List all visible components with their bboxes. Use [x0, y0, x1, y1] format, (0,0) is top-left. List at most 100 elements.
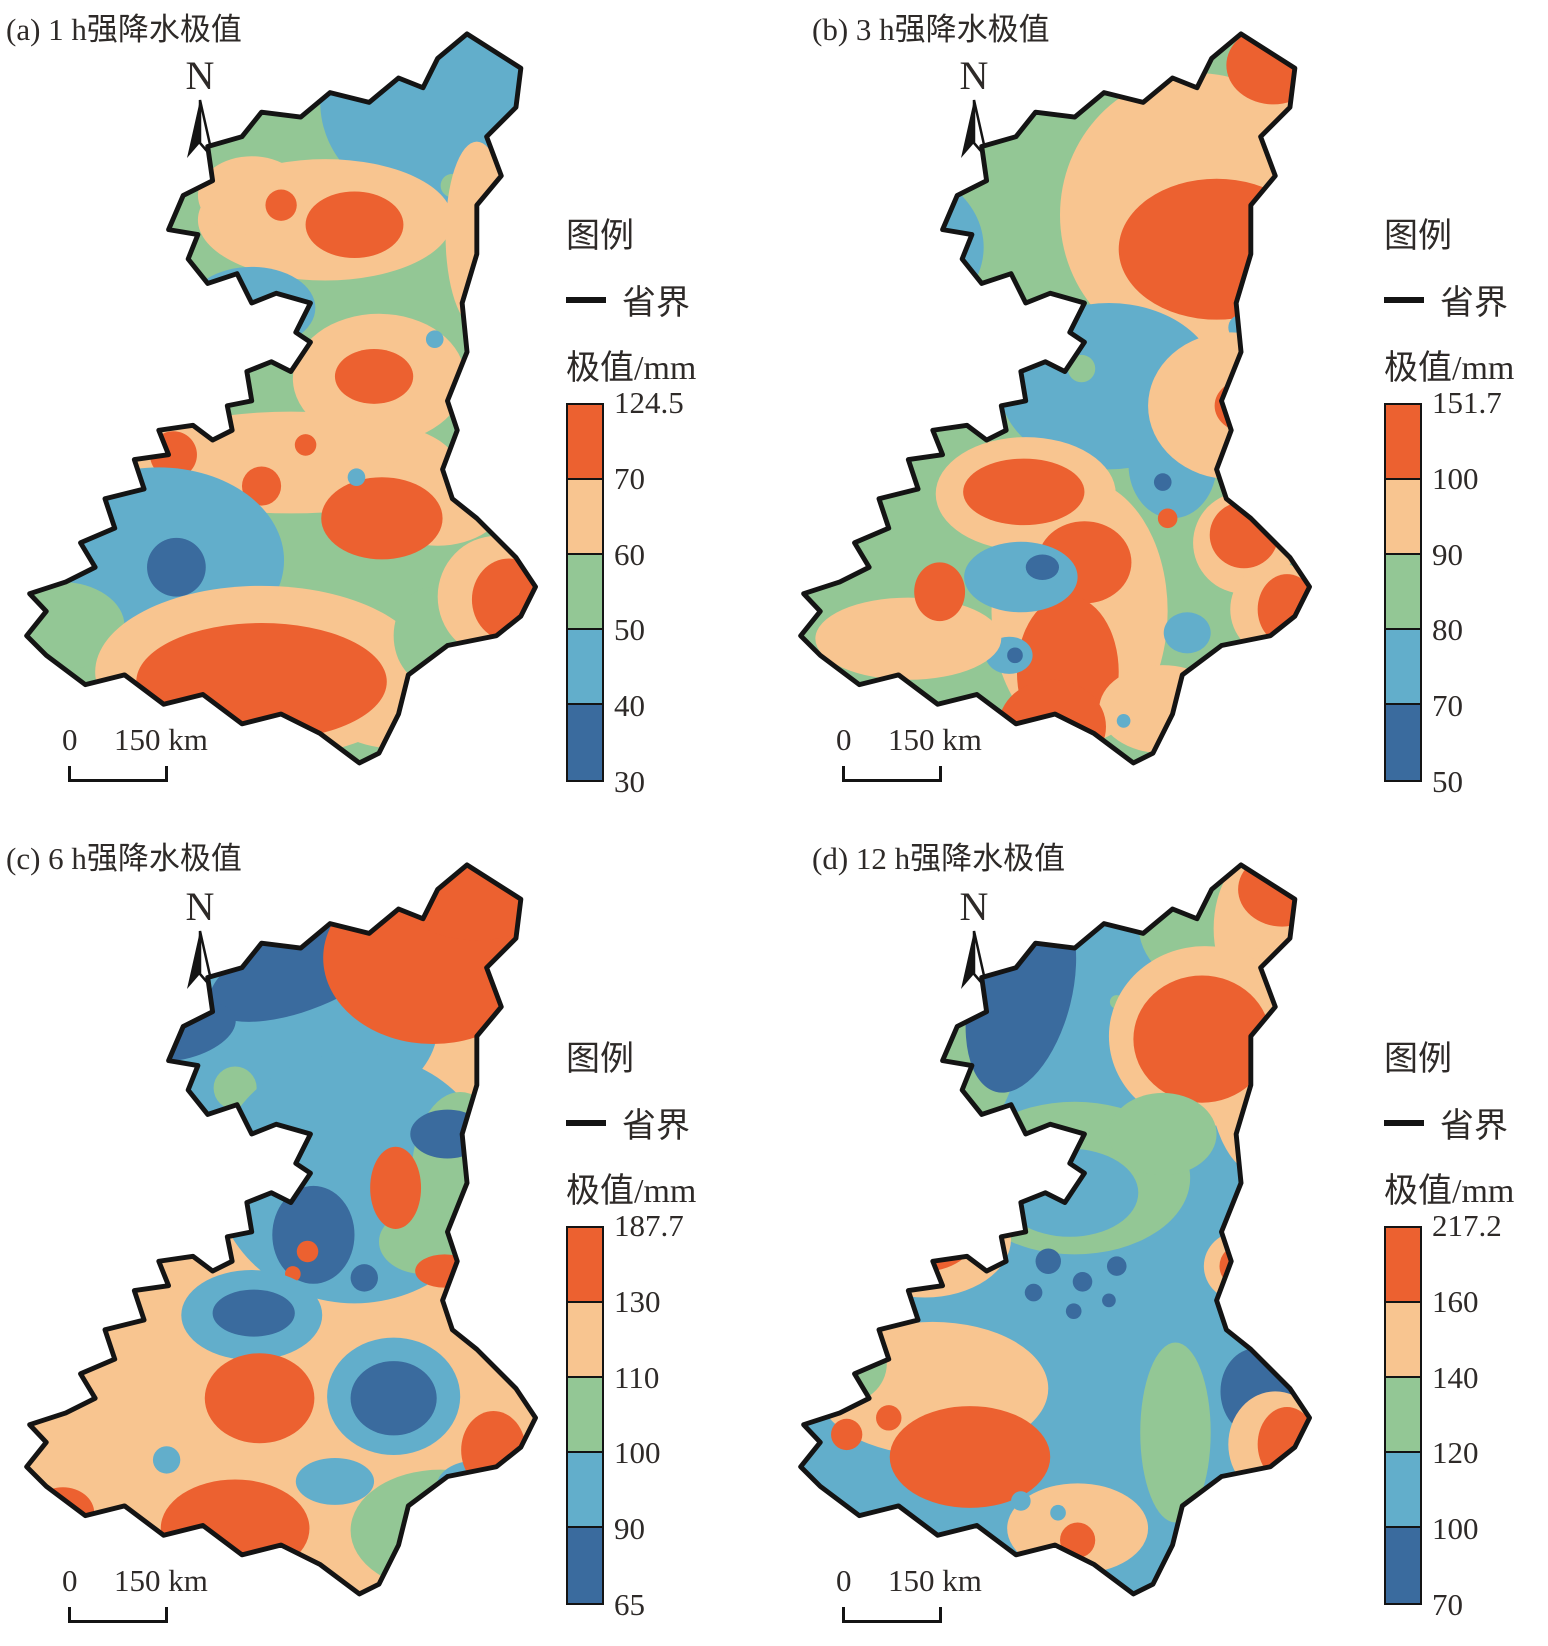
legend-unit-label: 极值/mm [566, 1173, 697, 1210]
boundary-label: 省界 [622, 1108, 690, 1145]
legend-tick: 110 [614, 1359, 660, 1395]
scale-seg-peach [1386, 480, 1420, 555]
scalebar-bracket [842, 766, 942, 782]
legend-tick: 65 [614, 1587, 645, 1622]
scale-seg-orange [1386, 405, 1420, 480]
scalebar-zero: 0 [836, 722, 852, 757]
scale-seg-darkblue [568, 1528, 602, 1603]
scale-seg-lightblue [568, 630, 602, 705]
scalebar-bracket [842, 1607, 942, 1623]
precip-contours [26, 33, 536, 763]
legend-tick: 70 [1432, 688, 1463, 724]
legend-tick: 50 [1432, 764, 1463, 799]
panel-c: (c) 6 h强降水极值 N [0, 823, 774, 1646]
legend-tick: 50 [614, 612, 645, 648]
scalebar-bracket [68, 1607, 168, 1623]
panel-d: (d) 12 h强降水极值 N [774, 823, 1548, 1646]
legend-tick: 124.5 [614, 385, 684, 420]
scalebar-bracket [68, 766, 168, 782]
legend-unit-label: 极值/mm [1384, 350, 1515, 387]
legend-tick: 140 [1432, 1359, 1479, 1395]
map-3h [786, 14, 1334, 778]
panel-title: (b) 3 h强降水极值 [812, 12, 1050, 47]
map-legend: 图例 省界 极值/mm 151.7 100 90 80 [1384, 208, 1548, 799]
scale-seg-green [568, 555, 602, 630]
boundary-label: 省界 [622, 285, 690, 322]
boundary-label: 省界 [1440, 285, 1508, 322]
scale-seg-orange [568, 405, 602, 480]
precip-contours [800, 33, 1310, 763]
color-scale [566, 1226, 604, 1605]
legend-tick: 100 [614, 1435, 661, 1471]
scale-bar: 0 150 km [40, 1563, 260, 1639]
scalebar-zero: 0 [62, 722, 78, 757]
scale-seg-darkblue [1386, 705, 1420, 780]
legend-tick: 90 [1432, 536, 1463, 572]
map-legend: 图例 省界 极值/mm 217.2 160 140 120 [1384, 1031, 1548, 1622]
map-legend: 图例 省界 极值/mm 124.5 70 60 50 [566, 208, 756, 799]
province-boundary-swatch [1384, 1119, 1424, 1126]
legend-tick: 90 [614, 1511, 645, 1547]
panel-title: (c) 6 h强降水极值 [6, 841, 242, 876]
scale-seg-green [568, 1378, 602, 1453]
legend-tick: 80 [1432, 612, 1463, 648]
scale-seg-lightblue [568, 1453, 602, 1528]
map-1h [12, 14, 560, 778]
scalebar-zero: 0 [62, 1563, 78, 1598]
scale-seg-lightblue [1386, 1453, 1420, 1528]
legend-title: 图例 [1384, 218, 1452, 255]
province-boundary-swatch [1384, 296, 1424, 303]
legend-tick: 187.7 [614, 1208, 684, 1243]
scale-seg-darkblue [1386, 1528, 1420, 1603]
scale-bar: 0 150 km [40, 722, 260, 798]
panel-title: (a) 1 h强降水极值 [6, 12, 242, 47]
scale-seg-orange [568, 1228, 602, 1303]
color-scale [1384, 403, 1422, 782]
map-12h [786, 845, 1334, 1609]
scale-seg-orange [1386, 1228, 1420, 1303]
map-6h [12, 845, 560, 1609]
province-boundary-swatch [566, 1119, 606, 1126]
legend-tick: 60 [614, 536, 645, 572]
north-label: N [959, 884, 989, 929]
scale-seg-peach [1386, 1303, 1420, 1378]
scale-seg-peach [568, 480, 602, 555]
province-boundary-swatch [566, 296, 606, 303]
legend-tick: 40 [614, 688, 645, 724]
scale-seg-green [1386, 1378, 1420, 1453]
precip-contours [26, 864, 536, 1594]
scalebar-distance: 150 km [888, 1563, 982, 1598]
scale-seg-darkblue [568, 705, 602, 780]
scalebar-zero: 0 [836, 1563, 852, 1598]
legend-unit-label: 极值/mm [1384, 1173, 1515, 1210]
scale-seg-green [1386, 555, 1420, 630]
legend-tick: 217.2 [1432, 1208, 1502, 1243]
panel-a: (a) 1 h强降水极值 N [0, 0, 774, 823]
scale-bar: 0 150 km [814, 722, 1034, 798]
scalebar-distance: 150 km [888, 722, 982, 757]
north-label: N [959, 53, 989, 98]
color-scale [1384, 1226, 1422, 1605]
legend-tick: 120 [1432, 1435, 1479, 1471]
scale-bar: 0 150 km [814, 1563, 1034, 1639]
legend-tick: 100 [1432, 1511, 1479, 1547]
panel-title: (d) 12 h强降水极值 [812, 841, 1066, 876]
map-legend: 图例 省界 极值/mm 187.7 130 110 100 [566, 1031, 756, 1622]
scale-seg-lightblue [1386, 630, 1420, 705]
north-label: N [185, 884, 215, 929]
legend-tick: 151.7 [1432, 385, 1502, 420]
legend-unit-label: 极值/mm [566, 350, 697, 387]
legend-tick: 70 [614, 460, 645, 496]
panel-b: (b) 3 h强降水极值 N [774, 0, 1548, 823]
color-scale [566, 403, 604, 782]
legend-tick: 100 [1432, 460, 1479, 496]
scalebar-distance: 150 km [114, 722, 208, 757]
north-label: N [185, 53, 215, 98]
precip-contours [800, 864, 1310, 1594]
legend-tick: 130 [614, 1283, 661, 1319]
scale-seg-peach [568, 1303, 602, 1378]
legend-tick: 70 [1432, 1587, 1463, 1622]
legend-tick: 160 [1432, 1283, 1479, 1319]
scalebar-distance: 150 km [114, 1563, 208, 1598]
legend-title: 图例 [566, 218, 634, 255]
